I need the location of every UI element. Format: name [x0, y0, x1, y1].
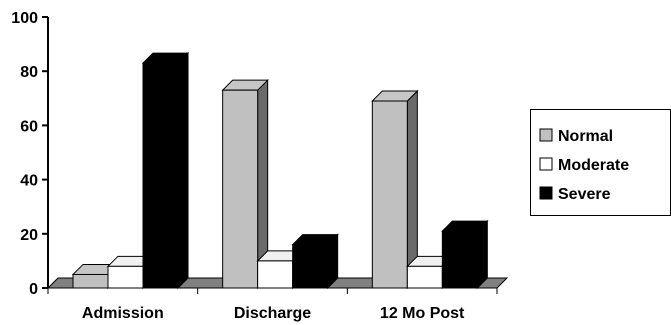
bar-normal-discharge — [221, 78, 269, 290]
bar-normal-12-mo-post — [371, 89, 419, 290]
legend-box — [530, 109, 671, 216]
x-category-labels: Admission Discharge 12 Mo Post — [82, 305, 465, 322]
y-tick-labels: 0 20 40 60 80 100 — [11, 10, 48, 298]
y-tick-label: 40 — [20, 173, 38, 190]
y-tick-label: 80 — [20, 64, 38, 81]
chart-legend: Normal Moderate Severe — [530, 109, 671, 216]
legend-label: Moderate — [558, 157, 629, 174]
legend-label: Severe — [558, 186, 611, 203]
y-tick-label: 60 — [20, 118, 38, 135]
bar-severe-admission — [141, 51, 190, 290]
chart-bars — [71, 51, 489, 290]
bar-severe-12-mo-post — [441, 219, 489, 290]
x-category-label: Admission — [82, 305, 164, 322]
y-tick-label: 0 — [29, 281, 38, 298]
legend-swatch — [539, 128, 553, 142]
x-category-label: 12 Mo Post — [380, 305, 465, 322]
y-tick-label: 100 — [11, 10, 38, 27]
legend-label: Normal — [558, 128, 613, 145]
legend-swatch — [539, 186, 553, 200]
legend-swatch — [539, 157, 553, 171]
bar-severe-discharge — [291, 233, 339, 290]
x-category-label: Discharge — [234, 305, 311, 322]
y-tick-label: 20 — [20, 227, 38, 244]
